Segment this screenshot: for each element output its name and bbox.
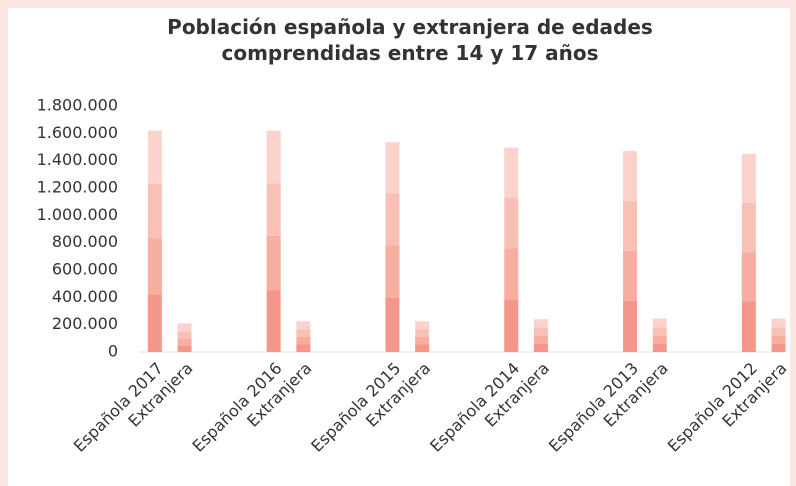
bar-segment [266, 235, 281, 291]
y-tick-label: 1.200.000 [37, 178, 118, 197]
y-tick-label: 1.400.000 [37, 150, 118, 169]
bar-segment [771, 343, 786, 352]
bar-segment [266, 183, 281, 236]
bar-segment [296, 336, 311, 345]
bar-segment [771, 318, 786, 328]
y-tick-label: 600.000 [52, 260, 118, 279]
bar-segment [266, 290, 281, 352]
bar-segment [652, 343, 667, 352]
y-tick-label: 200.000 [52, 314, 118, 333]
bar-segment [266, 130, 281, 184]
bar-segment [771, 335, 786, 344]
bar-segment [741, 203, 756, 253]
bar-segment [533, 343, 548, 352]
bar-segment [741, 301, 756, 352]
bar-segment [296, 329, 311, 337]
bar-segment [296, 344, 311, 352]
bar-segment [623, 200, 638, 251]
bar-segment [623, 300, 638, 352]
bar-segment [385, 193, 400, 246]
y-tick-label: 1.800.000 [37, 96, 118, 115]
bar-segment [147, 183, 162, 239]
bar-segment [504, 299, 519, 352]
bar-segment [504, 248, 519, 300]
bar-segment [147, 238, 162, 295]
bar-segment [177, 331, 192, 340]
bar-segment [177, 323, 192, 332]
bar-segment [415, 321, 430, 330]
y-tick-label: 1.000.000 [37, 205, 118, 224]
bar-segment [623, 151, 638, 201]
bar-segment [771, 327, 786, 336]
bar-segment [533, 319, 548, 328]
bar-segment [504, 147, 519, 198]
bar-segment [385, 298, 400, 352]
bar-segment [415, 329, 430, 337]
bar-segment [147, 294, 162, 352]
bar-segment [533, 335, 548, 344]
y-tick-label: 400.000 [52, 287, 118, 306]
y-tick-label: 0 [108, 342, 118, 361]
bar-segment [741, 252, 756, 302]
bar-segment [652, 327, 667, 336]
bar-segment [415, 336, 430, 345]
bar-segment [296, 321, 311, 330]
chart-title: Población española y extranjera de edade… [167, 15, 653, 65]
bar-segment [533, 327, 548, 336]
bar-segment [385, 245, 400, 299]
bar-segment [741, 153, 756, 204]
bar-segment [652, 318, 667, 328]
bar-segment [147, 130, 162, 184]
bar-segment [177, 339, 192, 346]
y-tick-label: 1.600.000 [37, 123, 118, 142]
bar-segment [504, 197, 519, 249]
y-tick-label: 800.000 [52, 232, 118, 251]
bar-segment [652, 335, 667, 344]
bar-segment [623, 250, 638, 301]
bar-segment [415, 344, 430, 352]
bar-segment [385, 142, 400, 194]
bar-segment [177, 345, 192, 352]
